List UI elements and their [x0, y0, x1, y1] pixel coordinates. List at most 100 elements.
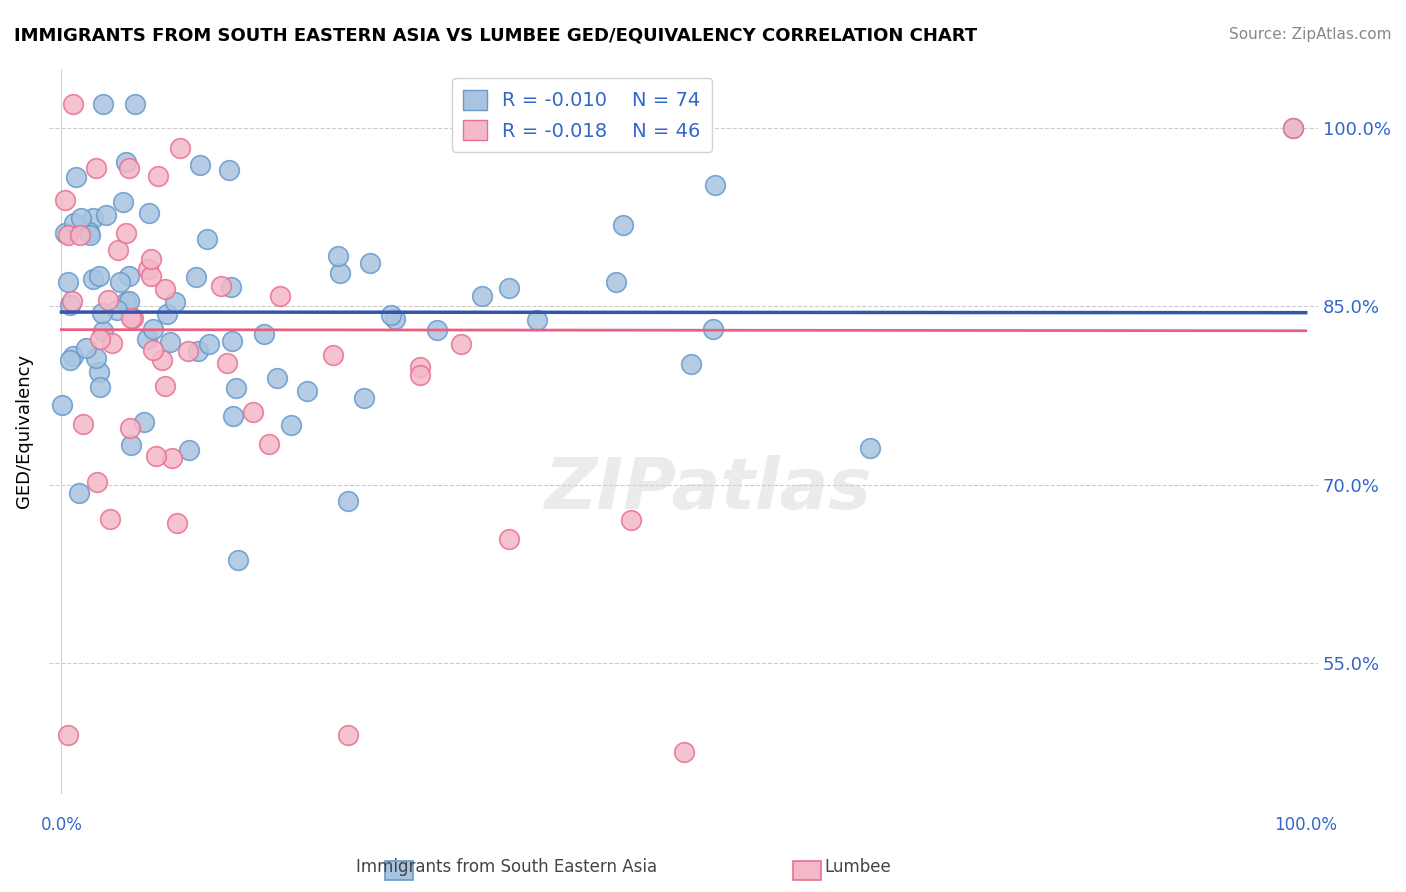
Point [380, 308, 402, 322]
Point [91, 325, 114, 339]
Text: Lumbee: Lumbee [824, 858, 891, 876]
Point [101, 336, 124, 351]
Point [53, 194, 76, 208]
Point [221, 334, 243, 348]
Point [56, 228, 79, 243]
Point [253, 326, 276, 341]
Point [118, 161, 141, 176]
Point [218, 163, 240, 178]
Point [1282, 120, 1305, 135]
Point [408, 368, 430, 382]
Point [859, 441, 882, 455]
Point [574, 127, 596, 141]
Point [141, 268, 163, 283]
Point [132, 415, 155, 429]
Text: Immigrants from South Eastern Asia: Immigrants from South Eastern Asia [356, 858, 657, 876]
Point [450, 337, 472, 351]
Point [620, 513, 643, 527]
Point [359, 256, 381, 270]
Point [69, 211, 91, 226]
Point [63, 216, 86, 230]
Point [84, 161, 107, 176]
Point [153, 379, 176, 393]
Point [59, 297, 82, 311]
Point [257, 436, 280, 450]
Point [222, 409, 245, 424]
Point [242, 405, 264, 419]
Point [225, 381, 247, 395]
Point [60, 294, 83, 309]
Point [79, 228, 101, 243]
Point [188, 158, 211, 172]
Point [56, 728, 79, 742]
Point [197, 232, 219, 246]
Point [209, 279, 232, 293]
Point [704, 178, 727, 192]
Text: 0.0%: 0.0% [41, 815, 83, 833]
Text: IMMIGRANTS FROM SOUTH EASTERN ASIA VS LUMBEE GED/EQUIVALENCY CORRELATION CHART: IMMIGRANTS FROM SOUTH EASTERN ASIA VS LU… [14, 27, 977, 45]
Point [65, 169, 87, 184]
Point [159, 334, 181, 349]
Point [322, 348, 344, 362]
Point [115, 227, 138, 241]
Point [82, 272, 104, 286]
Point [326, 249, 349, 263]
Point [142, 343, 165, 358]
Point [160, 450, 183, 465]
Point [120, 421, 142, 435]
Point [89, 332, 111, 346]
Point [79, 225, 101, 239]
Point [266, 371, 288, 385]
Point [62, 349, 84, 363]
Point [142, 322, 165, 336]
Point [141, 252, 163, 267]
Point [226, 553, 249, 567]
Point [122, 311, 145, 326]
Point [107, 244, 129, 258]
Point [89, 380, 111, 394]
Point [498, 532, 520, 546]
Point [156, 307, 179, 321]
Point [353, 392, 375, 406]
Text: Source: ZipAtlas.com: Source: ZipAtlas.com [1229, 27, 1392, 42]
Point [69, 228, 91, 243]
Point [94, 208, 117, 222]
Point [120, 310, 142, 325]
Point [471, 289, 494, 303]
Point [91, 306, 114, 320]
Point [110, 275, 132, 289]
Point [177, 343, 200, 358]
Point [135, 332, 157, 346]
Point [120, 438, 142, 452]
Point [269, 289, 291, 303]
Point [56, 275, 79, 289]
Point [215, 356, 238, 370]
Point [605, 275, 627, 289]
Point [166, 516, 188, 530]
Point [1282, 120, 1305, 135]
Point [51, 398, 73, 412]
Point [409, 359, 432, 374]
Point [67, 486, 90, 500]
Point [145, 449, 167, 463]
Point [118, 294, 141, 309]
Point [498, 281, 520, 295]
Point [702, 322, 724, 336]
Point [82, 211, 104, 225]
Point [329, 266, 352, 280]
Point [612, 218, 634, 232]
Point [221, 279, 243, 293]
Point [124, 97, 146, 112]
Point [84, 351, 107, 366]
Point [111, 194, 134, 209]
Point [150, 352, 173, 367]
Point [336, 728, 359, 742]
Point [384, 311, 406, 326]
Point [75, 341, 97, 355]
Point [280, 418, 302, 433]
Point [187, 344, 209, 359]
Point [87, 268, 110, 283]
Legend: R = -0.010    N = 74, R = -0.018    N = 46: R = -0.010 N = 74, R = -0.018 N = 46 [451, 78, 713, 153]
Point [72, 417, 94, 431]
Point [148, 169, 170, 183]
